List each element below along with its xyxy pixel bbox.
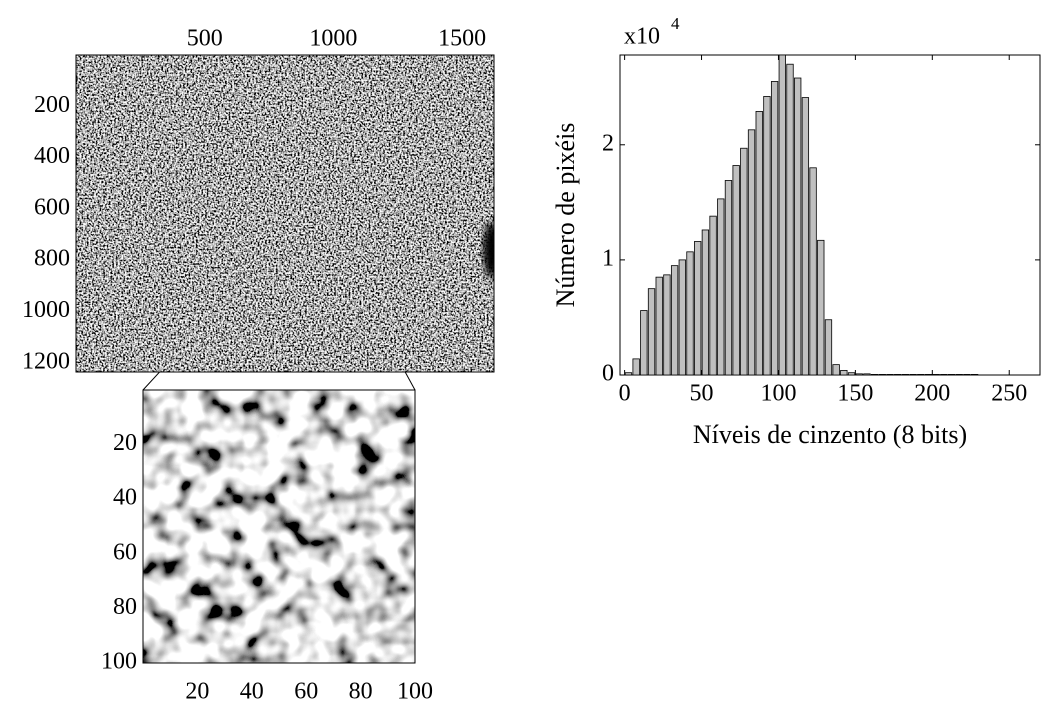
bar [732, 165, 740, 376]
y-tick-label: 40 [113, 485, 137, 511]
bar [909, 374, 917, 376]
image-frame [75, 54, 495, 373]
bar [640, 310, 648, 376]
x-tick-label: 50 [690, 381, 714, 407]
y-tick-label: 200 [34, 92, 70, 118]
bar [701, 229, 710, 376]
x-tick-label: 100 [760, 381, 796, 407]
x-tick-label: 200 [914, 381, 950, 407]
bar [963, 374, 971, 376]
bar [655, 276, 663, 376]
bar [624, 372, 633, 376]
speckle-image [76, 55, 494, 372]
bar [778, 54, 786, 376]
zoom-texture [143, 390, 415, 663]
bar [801, 97, 810, 376]
x-tick-label: 100 [397, 679, 433, 702]
x-tick-label: 1000 [309, 26, 357, 52]
bar [663, 274, 671, 376]
bar [678, 259, 686, 376]
bar [863, 373, 871, 376]
y-tick-label: 1 [602, 245, 614, 271]
bar [855, 373, 863, 376]
speckle-texture [76, 55, 494, 372]
y-tick-label: 600 [34, 194, 70, 220]
y-axis-label: Número de pixéis [551, 123, 580, 308]
x-tick-label: 250 [991, 381, 1027, 407]
dark-spot [483, 222, 494, 278]
bar [955, 374, 963, 376]
x-tick-label: 40 [240, 679, 264, 702]
bar [932, 374, 940, 376]
bar [886, 374, 894, 376]
zoom-frame [142, 389, 416, 664]
y-tick-label: 400 [34, 143, 70, 169]
bar [809, 167, 817, 376]
x-tick-label: 20 [185, 679, 209, 702]
x-tick-label: 150 [837, 381, 873, 407]
bar [817, 239, 825, 376]
bar [917, 374, 925, 376]
multiplier: x10 [624, 24, 660, 50]
x-tick-label: 60 [294, 679, 318, 702]
x-axis-label: Níveis de cinzento (8 bits) [693, 420, 967, 449]
bar [970, 374, 979, 376]
y-tick-label: 0 [602, 361, 614, 387]
y-tick-label: 100 [101, 649, 137, 675]
bar [878, 374, 886, 376]
bar [747, 129, 756, 376]
x-tick-label: 1500 [438, 26, 486, 52]
y-tick-label: 1200 [22, 348, 70, 374]
bar [755, 111, 763, 376]
bar [901, 374, 910, 376]
bar [770, 81, 779, 376]
y-tick-label: 2 [602, 130, 614, 156]
bar [670, 265, 679, 376]
bar [694, 241, 702, 376]
multiplier-exponent: 4 [671, 14, 680, 33]
bar [794, 77, 802, 376]
bar [940, 374, 948, 376]
bar [632, 358, 640, 376]
y-tick-label: 800 [34, 246, 70, 272]
bar [894, 374, 902, 376]
x-tick-label: 0 [619, 381, 631, 407]
bar [709, 215, 717, 376]
bar [832, 364, 840, 376]
bar [840, 369, 848, 376]
y-tick-label: 20 [113, 430, 137, 456]
bar [824, 319, 833, 376]
bar [740, 147, 748, 376]
y-tick-label: 80 [113, 594, 137, 620]
bar [847, 372, 856, 376]
x-tick-label: 80 [349, 679, 373, 702]
bar [647, 288, 656, 376]
x-tick-label: 500 [187, 26, 223, 52]
bar [717, 198, 725, 376]
bar [763, 96, 771, 376]
y-tick-label: 60 [113, 539, 137, 565]
bar [686, 251, 694, 376]
bar [947, 374, 956, 376]
bar [870, 374, 879, 376]
bar [724, 180, 733, 376]
y-tick-label: 1000 [22, 297, 70, 323]
bar [924, 374, 933, 376]
bar [786, 63, 794, 376]
